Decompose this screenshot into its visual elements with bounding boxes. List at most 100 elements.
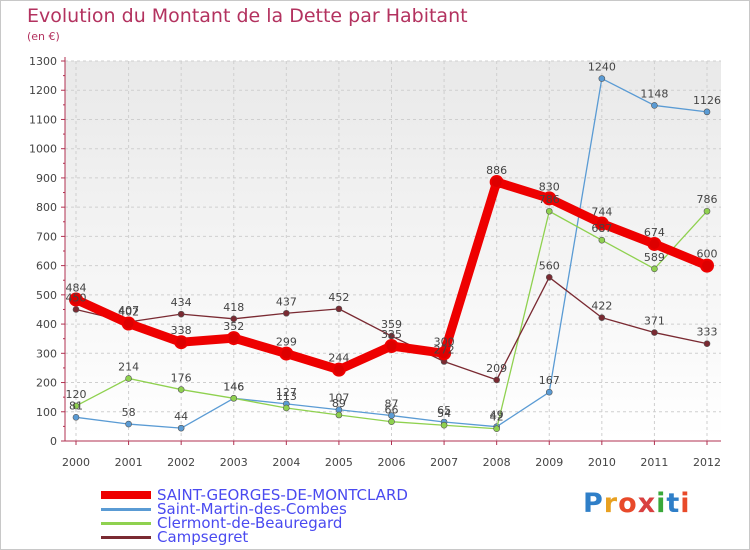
data-label: 1126 <box>693 94 721 107</box>
data-label: 352 <box>223 320 244 333</box>
data-label: 434 <box>171 296 192 309</box>
data-label: 786 <box>539 193 560 206</box>
data-label: 437 <box>276 295 297 308</box>
data-point <box>226 331 241 346</box>
data-label: 300 <box>434 335 455 348</box>
data-point <box>283 404 290 412</box>
data-label: 560 <box>539 259 560 272</box>
data-point <box>230 315 238 323</box>
logo-letter: t <box>666 488 681 519</box>
data-point <box>283 309 290 317</box>
data-label: 58 <box>122 406 136 419</box>
data-label: 167 <box>539 374 560 387</box>
data-point <box>335 305 343 313</box>
y-tick-label: 500 <box>36 289 57 302</box>
data-label: 113 <box>276 390 297 403</box>
data-point <box>493 425 500 433</box>
data-point <box>703 340 711 347</box>
proxiti-logo: Proxiti <box>583 488 691 519</box>
x-tick-label: 2003 <box>220 456 248 469</box>
y-tick-label: 900 <box>36 172 57 185</box>
y-tick-label: 700 <box>36 230 57 243</box>
data-label: 214 <box>118 360 139 373</box>
y-tick-label: 1100 <box>29 113 57 126</box>
y-tick-label: 800 <box>36 201 57 214</box>
logo-letter: P <box>583 488 604 519</box>
x-tick-label: 2009 <box>535 456 563 469</box>
data-label: 244 <box>328 352 349 365</box>
data-point <box>69 292 83 307</box>
data-point <box>177 310 185 318</box>
data-label: 830 <box>539 180 560 193</box>
data-label: 371 <box>644 315 665 328</box>
data-label: 674 <box>644 226 665 239</box>
data-label: 1240 <box>588 61 616 74</box>
data-label: 65 <box>437 404 451 417</box>
x-tick-label: 2012 <box>693 456 721 469</box>
data-point <box>598 236 606 244</box>
x-tick-label: 2002 <box>167 456 195 469</box>
data-point <box>335 411 343 419</box>
data-label: 418 <box>223 301 244 314</box>
x-tick-label: 2004 <box>272 456 300 469</box>
data-point <box>279 346 294 361</box>
chart-title: Evolution du Montant de la Dette par Hab… <box>27 5 468 27</box>
legend-swatch <box>101 535 151 539</box>
chart-subtitle: (en €) <box>27 30 60 43</box>
x-tick-label: 2008 <box>483 456 511 469</box>
data-label: 333 <box>697 326 718 339</box>
data-label: 589 <box>644 251 665 264</box>
data-label: 452 <box>328 291 349 304</box>
data-label: 42 <box>490 411 504 424</box>
y-tick-label: 1000 <box>29 143 57 156</box>
data-point <box>594 216 609 231</box>
data-point <box>125 375 132 382</box>
y-tick-label: 300 <box>36 347 57 360</box>
legend-item: Saint-Martin-des-Combes <box>101 500 347 518</box>
data-label: 299 <box>276 336 297 349</box>
data-point <box>125 420 132 428</box>
x-tick-label: 2006 <box>378 456 406 469</box>
data-point <box>489 175 504 190</box>
data-label: 484 <box>66 282 87 295</box>
data-label: 127 <box>276 386 297 399</box>
data-point <box>598 314 606 321</box>
legend-item: SAINT-GEORGES-DE-MONTCLARD <box>101 486 408 504</box>
data-point <box>651 265 658 273</box>
data-label: 744 <box>591 206 612 219</box>
legend-swatch <box>101 521 151 525</box>
logo-letter: r <box>603 488 619 519</box>
data-point <box>647 236 662 251</box>
data-point <box>545 207 553 215</box>
data-point <box>651 329 658 336</box>
data-point <box>598 75 606 82</box>
legend-label: Clermont-de-Beauregard <box>157 514 343 532</box>
data-point <box>331 362 346 377</box>
data-point <box>230 395 238 402</box>
data-label: 338 <box>171 324 192 337</box>
data-label: 600 <box>697 248 718 261</box>
data-label: 87 <box>385 398 399 411</box>
data-point <box>542 191 557 206</box>
data-label: 359 <box>381 318 402 331</box>
legend-swatch <box>101 491 151 499</box>
data-label: 120 <box>66 388 87 401</box>
data-point <box>703 108 711 116</box>
x-tick-label: 2010 <box>588 456 616 469</box>
x-tick-label: 2000 <box>62 456 90 469</box>
legend-label: SAINT-GEORGES-DE-MONTCLARD <box>157 486 408 504</box>
data-label: 146 <box>223 380 244 393</box>
y-tick-label: 600 <box>36 260 57 273</box>
x-tick-label: 2007 <box>430 456 458 469</box>
data-label: 176 <box>171 372 192 385</box>
data-point <box>384 339 399 353</box>
data-point <box>703 207 711 215</box>
data-point <box>388 418 395 426</box>
data-point <box>177 424 185 432</box>
data-point <box>177 386 185 393</box>
x-tick-label: 2011 <box>640 456 668 469</box>
y-tick-label: 200 <box>36 377 57 390</box>
data-point <box>493 376 500 384</box>
plot-background <box>65 61 721 439</box>
